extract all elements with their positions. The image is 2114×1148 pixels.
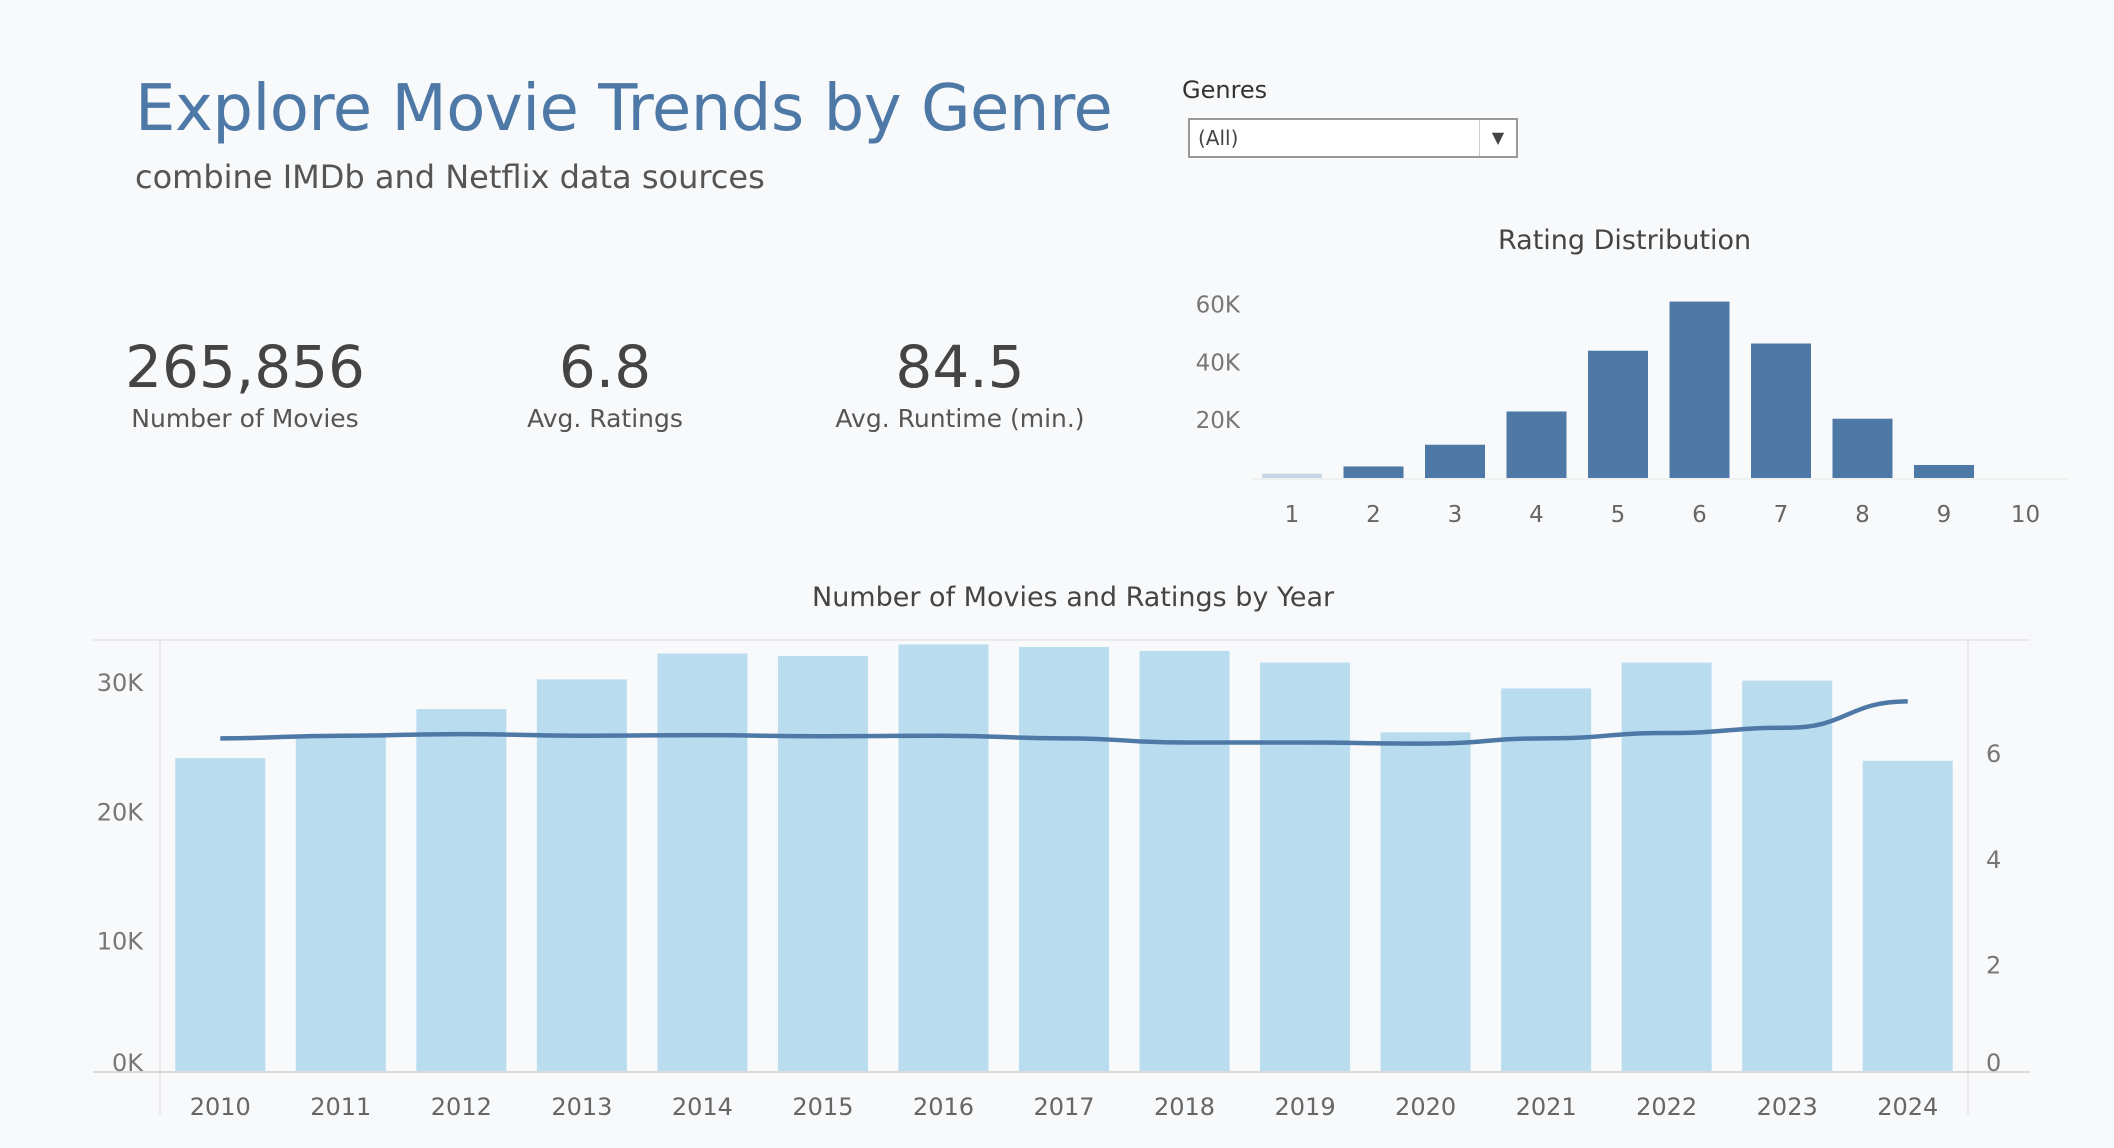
y-tick-label: 40K xyxy=(1196,350,1241,376)
rating-bar xyxy=(1914,464,1974,478)
x-tick-label: 2014 xyxy=(672,1093,733,1121)
dashboard-title: Explore Movie Trends by Genre xyxy=(135,72,1113,146)
rating-bar xyxy=(1588,350,1648,478)
movies-bar xyxy=(657,653,748,1071)
rating-bar xyxy=(1832,418,1893,478)
kpi-label: Avg. Runtime (min.) xyxy=(835,404,1085,433)
movies-bar xyxy=(1501,688,1592,1071)
movies-bar xyxy=(1380,732,1471,1071)
rating-bar xyxy=(1751,343,1811,478)
x-tick-label: 2015 xyxy=(792,1093,853,1121)
genres-dropdown-value: (All) xyxy=(1198,126,1239,150)
kpi-avg-ratings: 6.8 Avg. Ratings xyxy=(470,334,740,433)
rating-bar xyxy=(1343,466,1404,478)
x-tick-label: 2012 xyxy=(431,1093,492,1121)
x-tick-label: 2013 xyxy=(551,1093,612,1121)
y-right-tick-label: 2 xyxy=(1986,951,2001,979)
kpi-value: 265,856 xyxy=(125,333,365,401)
genres-dropdown[interactable]: (All) ▼ xyxy=(1188,118,1518,158)
rating-bar xyxy=(1669,301,1730,478)
x-tick-label: 2023 xyxy=(1757,1093,1818,1121)
x-tick-label: 9 xyxy=(1937,502,1952,528)
x-tick-label: 2020 xyxy=(1395,1093,1456,1121)
movies-bar xyxy=(295,734,386,1071)
genres-filter-label: Genres xyxy=(1182,76,1268,104)
x-tick-label: 5 xyxy=(1611,502,1626,528)
rating-bar xyxy=(1262,473,1322,478)
x-tick-label: 10 xyxy=(2011,502,2040,528)
movies-bar xyxy=(898,644,989,1071)
rating-bar xyxy=(1506,411,1567,478)
x-tick-label: 8 xyxy=(1855,502,1870,528)
x-tick-label: 6 xyxy=(1692,502,1707,528)
movies-bar xyxy=(777,656,868,1071)
x-tick-label: 2 xyxy=(1366,502,1381,528)
kpi-number-of-movies: 265,856 Number of Movies xyxy=(100,334,390,433)
y-right-tick-label: 6 xyxy=(1986,740,2001,768)
movies-by-year-title: Number of Movies and Ratings by Year xyxy=(812,582,1335,613)
movies-bar xyxy=(175,758,266,1071)
x-tick-label: 2016 xyxy=(913,1093,974,1121)
y-tick-label: 60K xyxy=(1196,292,1241,318)
movies-bar xyxy=(1019,647,1109,1071)
rating-bar xyxy=(1425,444,1485,478)
x-tick-label: 2021 xyxy=(1516,1093,1577,1121)
y-right-tick-label: 4 xyxy=(1986,846,2001,874)
x-tick-label: 7 xyxy=(1774,502,1789,528)
movies-bar xyxy=(536,679,627,1071)
x-tick-label: 2011 xyxy=(310,1093,371,1121)
kpi-label: Avg. Ratings xyxy=(527,404,683,433)
kpi-value: 84.5 xyxy=(895,333,1025,401)
y-left-tick-label: 0K xyxy=(112,1049,144,1077)
x-tick-label: 2010 xyxy=(190,1093,251,1121)
x-tick-label: 2018 xyxy=(1154,1093,1215,1121)
chevron-down-icon[interactable]: ▼ xyxy=(1479,120,1516,156)
y-right-tick-label: 0 xyxy=(1986,1049,2001,1077)
x-tick-label: 2024 xyxy=(1877,1093,1938,1121)
x-tick-label: 1 xyxy=(1285,502,1300,528)
kpi-label: Number of Movies xyxy=(131,404,359,433)
y-left-tick-label: 20K xyxy=(97,798,145,826)
movies-by-year-chart: 0K 10K 20K 30K 0 2 4 6 2010 2011 2012 2013 2014 2015 2… xyxy=(93,639,2030,1121)
kpi-avg-runtime: 84.5 Avg. Runtime (min.) xyxy=(810,334,1110,433)
rating-distribution-title: Rating Distribution xyxy=(1498,225,1752,256)
x-tick-label: 4 xyxy=(1529,502,1544,528)
y-tick-label: 20K xyxy=(1196,408,1241,434)
movies-bar xyxy=(416,709,507,1071)
movies-bar xyxy=(1260,662,1351,1071)
rating-distribution-chart: 20K 40K 60K 1 2 3 4 5 6 7 8 9 10 xyxy=(1196,292,2068,528)
y-left-tick-label: 10K xyxy=(97,928,145,956)
y-left-tick-label: 30K xyxy=(97,669,145,697)
dashboard-subtitle: combine IMDb and Netflix data sources xyxy=(135,158,765,196)
movies-bar xyxy=(1139,650,1230,1071)
movies-bar xyxy=(1742,680,1833,1071)
x-tick-label: 3 xyxy=(1448,502,1463,528)
movies-bar xyxy=(1621,662,1712,1071)
x-tick-label: 2017 xyxy=(1033,1093,1094,1121)
x-tick-label: 2019 xyxy=(1275,1093,1336,1121)
movies-bar xyxy=(1862,760,1953,1071)
x-tick-label: 2022 xyxy=(1636,1093,1697,1121)
avg-rating-line xyxy=(220,699,1908,746)
kpi-value: 6.8 xyxy=(558,333,652,401)
